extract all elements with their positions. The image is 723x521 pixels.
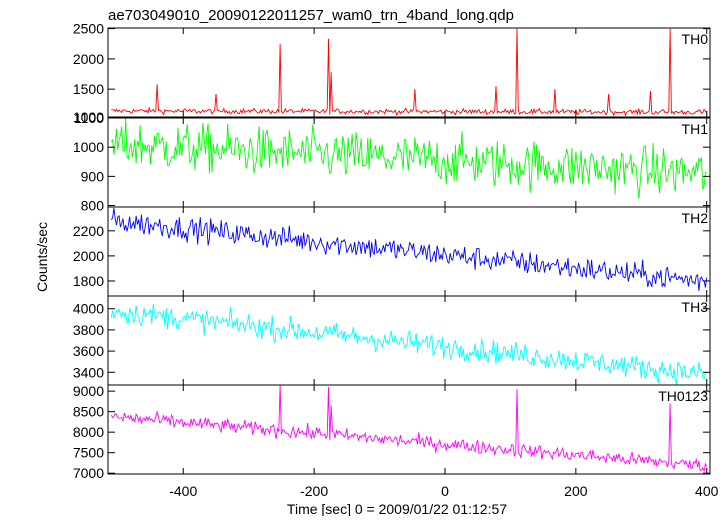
y-tick-label: 2500 <box>73 21 104 37</box>
y-tick-label: 1100 <box>74 110 104 126</box>
y-tick-label: 800 <box>81 198 105 214</box>
x-tick-label: 200 <box>564 483 588 499</box>
panel-frame-th2 <box>107 206 711 297</box>
y-axis-label: Counts/sec <box>34 222 50 292</box>
y-tick-label: 8500 <box>73 404 104 420</box>
panel-label-th0: TH0 <box>682 31 709 47</box>
y-tick-label: 2000 <box>73 248 104 264</box>
panel-frame-th0 <box>107 27 711 118</box>
series-line-th2 <box>110 207 708 291</box>
panel-label-th0123: TH0123 <box>658 388 708 404</box>
panel-label-th1: TH1 <box>682 121 709 137</box>
y-tick-label: 2000 <box>73 51 104 67</box>
panel-frame-th0123 <box>107 384 711 475</box>
y-tick-label: 1500 <box>73 81 104 97</box>
y-tick-label: 7500 <box>73 445 104 461</box>
series-line-th0 <box>111 28 708 117</box>
series-line-th0123 <box>110 384 708 473</box>
y-tick-label: 7000 <box>73 465 104 481</box>
y-tick-label: 900 <box>81 168 105 184</box>
series-line-th3 <box>110 304 708 386</box>
panel-label-th3: TH3 <box>682 299 709 315</box>
y-tick-label: 1000 <box>73 109 104 125</box>
panels-group: 1000150020002500TH080090010001100TH11800… <box>73 21 719 499</box>
x-tick-label: -400 <box>169 483 197 499</box>
x-tick-label: -200 <box>300 483 328 499</box>
panel-frame-th3 <box>107 295 711 386</box>
y-tick-label: 1000 <box>73 139 104 155</box>
x-tick-label: 0 <box>441 483 449 499</box>
y-tick-label: 8000 <box>73 424 104 440</box>
y-tick-label: 3600 <box>73 343 104 359</box>
x-tick-label: 400 <box>695 483 719 499</box>
y-tick-label: 2200 <box>73 223 104 239</box>
y-tick-label: 4000 <box>73 301 104 317</box>
x-axis-label: Time [sec] 0 = 2009/01/22 01:12:57 <box>287 501 507 516</box>
chart-title: ae703049010_20090122011257_wam0_trn_4ban… <box>108 7 514 24</box>
y-tick-label: 3800 <box>73 322 104 338</box>
y-tick-label: 3400 <box>73 364 104 380</box>
series-line-th1 <box>110 117 707 199</box>
y-tick-label: 9000 <box>73 383 104 399</box>
panel-label-th2: TH2 <box>682 210 709 226</box>
y-tick-label: 1800 <box>73 273 104 289</box>
